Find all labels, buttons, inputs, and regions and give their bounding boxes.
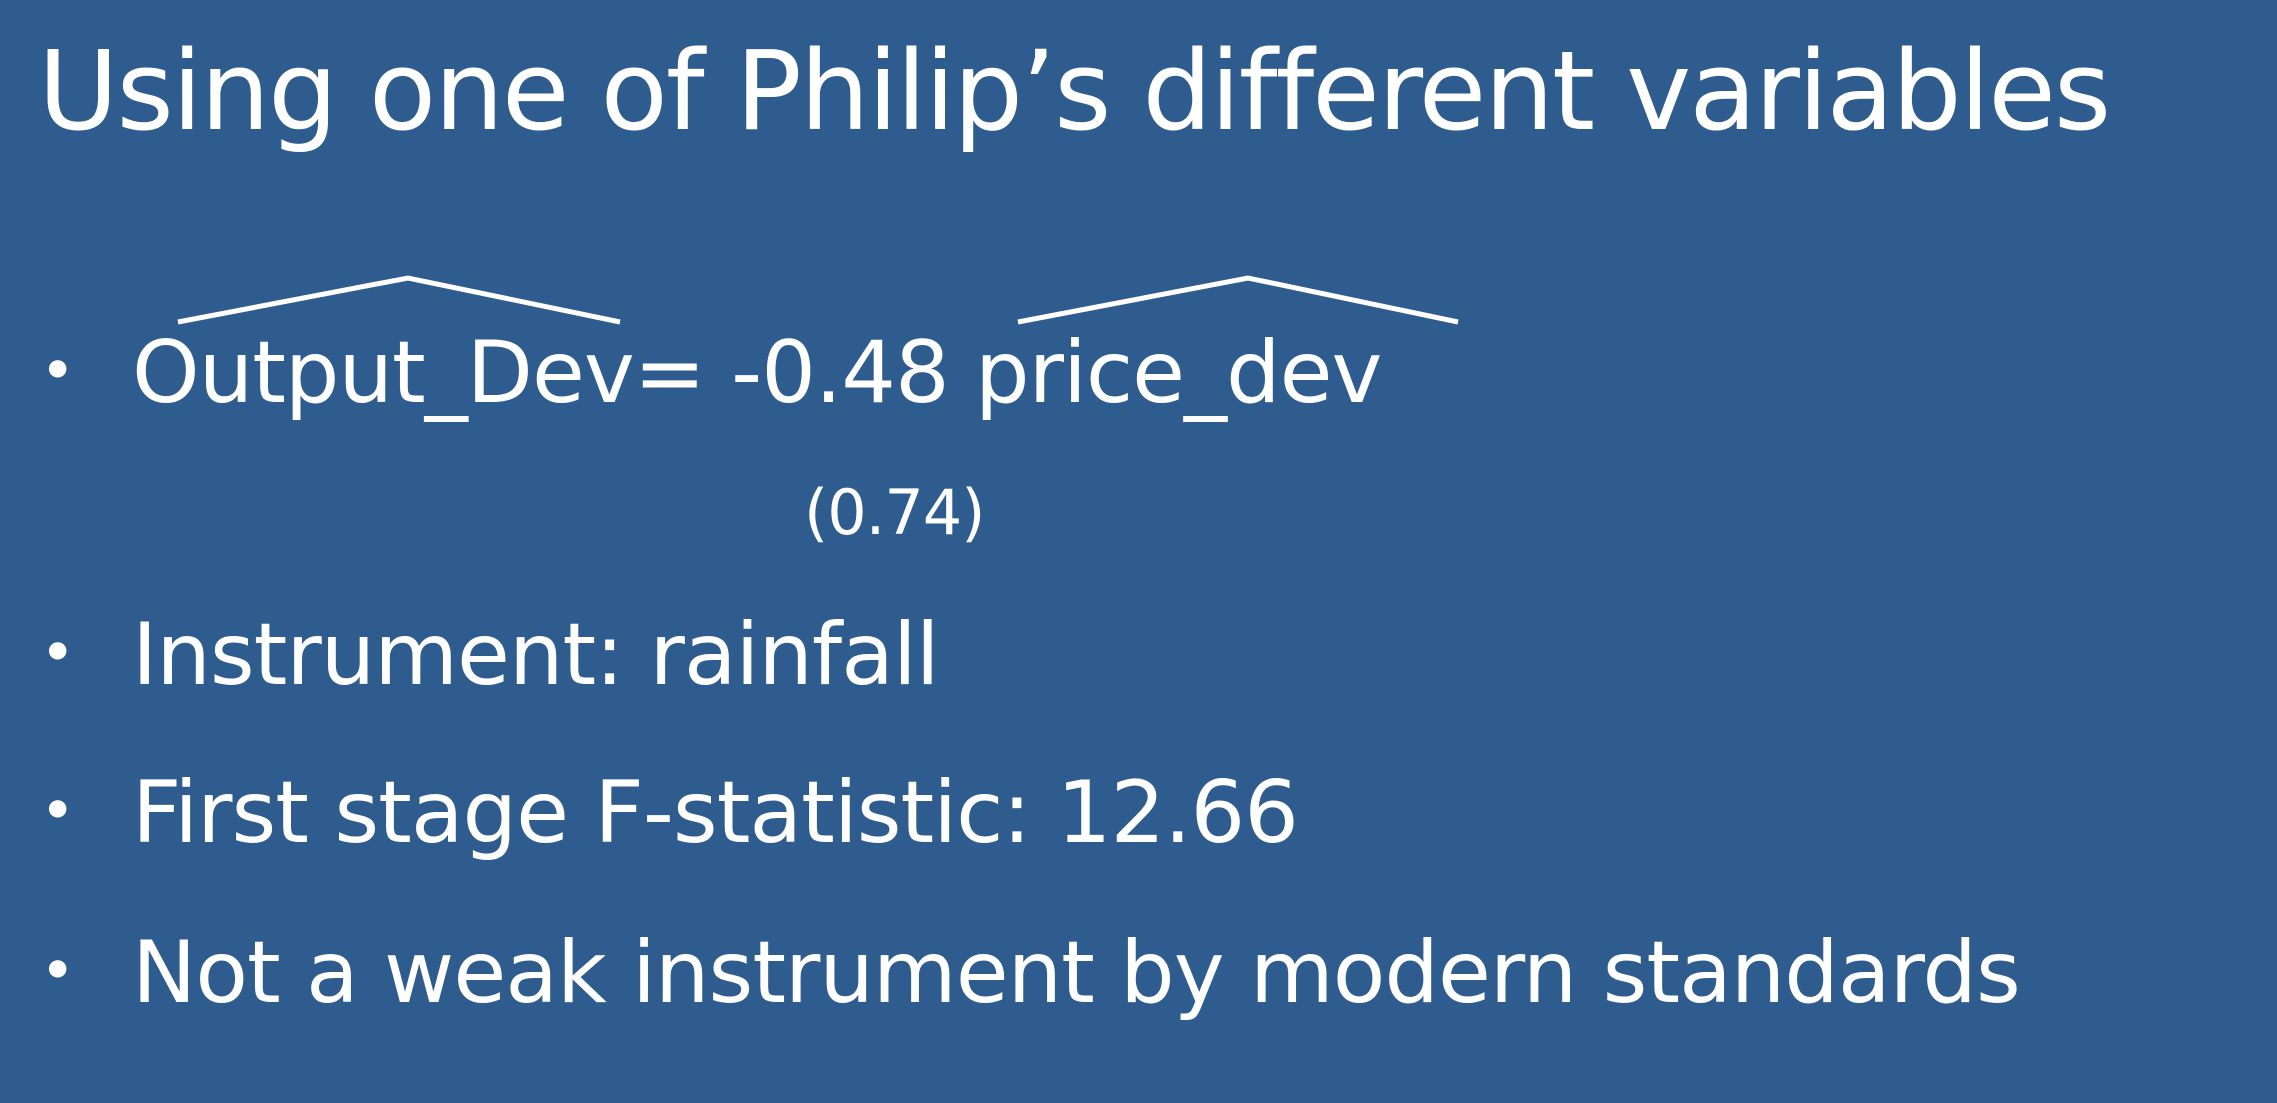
bullet-item-weak-instrument: • Not a weak instrument by modern standar… bbox=[40, 918, 2021, 1034]
bullet-dot: • bbox=[40, 617, 75, 688]
standard-error: (0.74) bbox=[804, 476, 985, 549]
bullet-text: Not a weak instrument by modern standard… bbox=[132, 923, 2021, 1023]
bullet-dot: • bbox=[40, 935, 75, 1006]
hat-accent-price-dev bbox=[1017, 275, 1459, 325]
equation-operator: = -0.48 bbox=[633, 323, 976, 423]
bullet-dot: • bbox=[40, 775, 75, 846]
equation-lhs: Output_Dev bbox=[132, 323, 635, 423]
slide-title: Using one of Philip’s different variable… bbox=[38, 27, 2111, 155]
bullet-item-f-statistic: • First stage F-statistic: 12.66 bbox=[40, 758, 1299, 874]
bullet-dot: • bbox=[40, 335, 75, 406]
bullet-item-instrument: • Instrument: rainfall bbox=[40, 600, 940, 716]
hat-accent-output-dev bbox=[177, 275, 621, 325]
bullet-text: Instrument: rainfall bbox=[132, 605, 940, 705]
bullet-text: First stage F-statistic: 12.66 bbox=[132, 763, 1299, 863]
equation-rhs: price_dev bbox=[975, 323, 1382, 423]
equation-row: • Output_Dev= -0.48 price_dev bbox=[40, 318, 1382, 434]
